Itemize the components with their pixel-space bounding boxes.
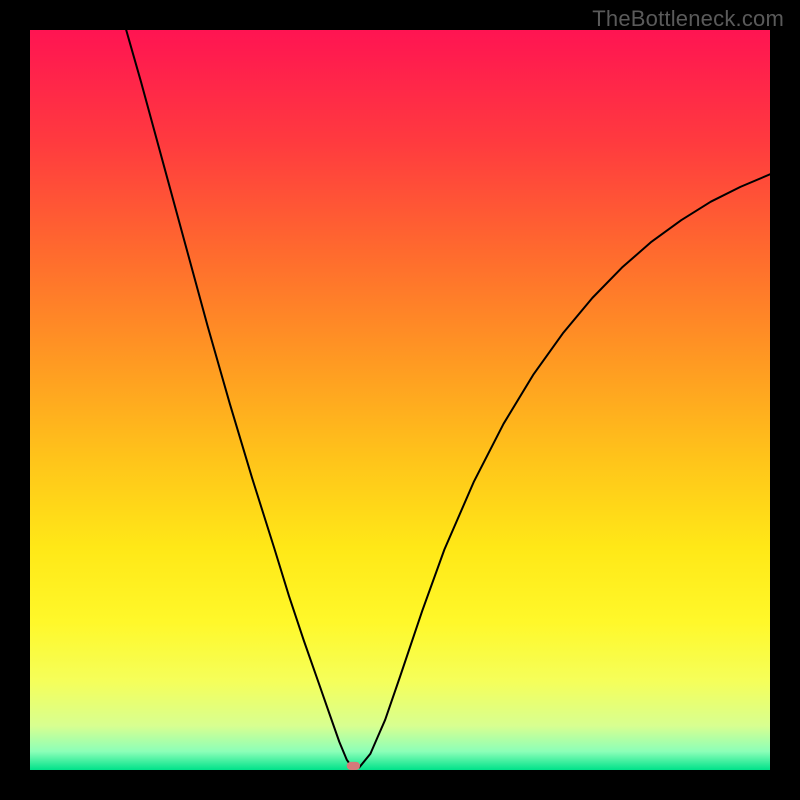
- chart-frame: TheBottleneck.com: [0, 0, 800, 800]
- chart-background: [30, 30, 770, 770]
- watermark-text: TheBottleneck.com: [592, 6, 784, 32]
